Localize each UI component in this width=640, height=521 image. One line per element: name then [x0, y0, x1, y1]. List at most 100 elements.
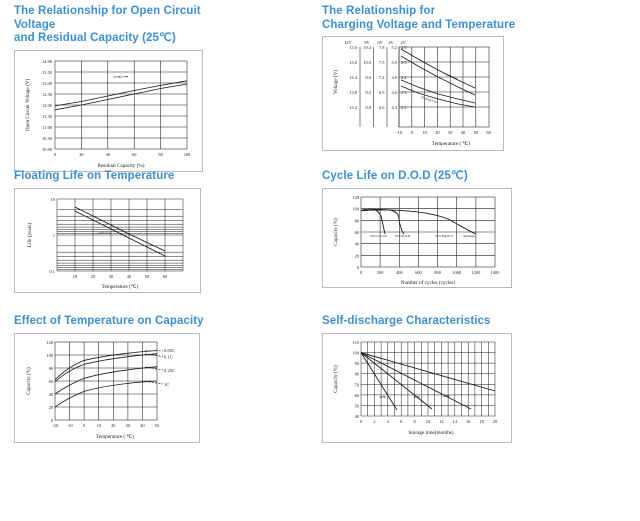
svg-text:4.4: 4.4 [392, 105, 398, 110]
svg-text:1400: 1400 [491, 270, 501, 275]
svg-text:5.2: 5.2 [392, 45, 398, 50]
voltage-axis-8v: 10.4 10.0 9.6 9.2 8.8 [363, 45, 371, 110]
svg-text:2.6: 2.6 [401, 45, 407, 50]
svg-text:13.50: 13.50 [42, 70, 53, 75]
svg-text:0.1: 0.1 [50, 269, 56, 274]
svg-text:40: 40 [49, 392, 54, 397]
svg-text:15.6: 15.6 [349, 45, 357, 50]
svg-text:30: 30 [448, 130, 453, 135]
y-axis-label: Capacity (%) [25, 366, 32, 394]
x-axis-label: Residual Capacity (%) [98, 162, 145, 169]
y-axis-ticks: 110 100 90 80 70 60 50 40 [352, 340, 359, 419]
svg-text:-20: -20 [52, 423, 59, 428]
svg-text:120: 120 [352, 195, 359, 200]
svg-text:0: 0 [360, 270, 363, 275]
panel-open-circuit-voltage: The Relationship for Open Circuit Voltag… [14, 5, 226, 172]
svg-text:30: 30 [109, 274, 114, 279]
svg-text:40℃: 40℃ [379, 395, 386, 399]
y-axis-ticks: 120 100 80 60 40 20 0 [46, 340, 53, 423]
svg-text:2: 2 [373, 419, 375, 424]
y-axis-ticks: 10 1 0.1 [50, 197, 56, 274]
chart-frame-open-circuit-voltage: 14.00 13.50 13.00 12.50 12.00 11.50 11.0… [14, 49, 203, 172]
svg-text:60: 60 [355, 230, 360, 235]
svg-text:9.2: 9.2 [366, 90, 372, 95]
y-axis-label: Voltage (V) [332, 70, 339, 95]
svg-text:20: 20 [111, 423, 116, 428]
svg-text:200: 200 [377, 270, 384, 275]
svg-text:14.4: 14.4 [349, 75, 357, 80]
svg-text:1000: 1000 [452, 270, 462, 275]
svg-text:2.2: 2.2 [401, 105, 407, 110]
svg-text:30: 30 [126, 423, 131, 428]
svg-text:50: 50 [474, 130, 479, 135]
svg-text:2.3: 2.3 [401, 90, 407, 95]
svg-text:60: 60 [49, 379, 54, 384]
x-axis-ticks: 0 20 40 60 80 100 [54, 152, 191, 157]
x-axis-label: Storage time(months) [408, 429, 453, 436]
legend: 0.05C 0.1C 0.25C 1C [164, 348, 175, 387]
chart-frame-floating-life-temperature: 10 1 0.1 10 20 30 40 50 60 Temperature (℃) L… [14, 187, 201, 293]
data-curves [54, 349, 158, 407]
svg-text:14.00: 14.00 [42, 59, 53, 64]
svg-text:-10: -10 [396, 130, 403, 135]
svg-text:2.5: 2.5 [401, 60, 407, 65]
panel-title-floating-life-temperature: Floating Life on Temperature [14, 170, 226, 184]
curve-labels: 100% D.O.D 50% D.O.D 30% Depth of discha… [370, 234, 476, 238]
svg-text:20℃: 20℃ [443, 394, 450, 398]
x-axis-label: Temperature (℃) [102, 283, 139, 290]
svg-text:0: 0 [411, 130, 414, 135]
svg-text:4.8: 4.8 [392, 75, 398, 80]
svg-text:0: 0 [83, 423, 86, 428]
y-axis-label: Open Circuit Voltage (V) [24, 78, 31, 131]
y-axis-ticks: 120 100 80 60 40 20 0 [352, 195, 359, 270]
svg-text:30℃: 30℃ [413, 395, 420, 399]
data-curves [400, 48, 476, 108]
chart-frame-cycle-life-dod: 120 100 80 60 40 20 0 0 200 400 600 800 1000… [322, 187, 512, 288]
svg-text:12V: 12V [344, 40, 352, 45]
svg-text:40: 40 [106, 152, 111, 157]
svg-text:10.50: 10.50 [42, 136, 53, 141]
svg-text:10.0: 10.0 [363, 60, 371, 65]
svg-text:0.1C: 0.1C [164, 354, 173, 359]
svg-text:9.6: 9.6 [366, 75, 372, 80]
x-axis-label: Temperature ( ℃) [96, 433, 134, 440]
svg-text:4.6: 4.6 [392, 90, 398, 95]
svg-text:40: 40 [140, 423, 145, 428]
svg-text:2V: 2V [400, 40, 406, 45]
panel-title-self-discharge: Self-discharge Characteristics [322, 315, 534, 329]
svg-text:10: 10 [51, 197, 56, 202]
title-line-1: The Relationship for [322, 5, 436, 17]
svg-text:60: 60 [163, 274, 168, 279]
svg-text:18: 18 [479, 419, 484, 424]
svg-text:13.2: 13.2 [349, 105, 357, 110]
voltage-axis-6v: 7.8 7.5 7.2 6.9 6.6 [379, 45, 385, 110]
svg-text:110: 110 [353, 340, 360, 345]
x-axis-label: Number of cycles (cycles) [401, 279, 456, 286]
svg-text:60: 60 [486, 130, 491, 135]
chart-frame-temperature-capacity: 120 100 80 60 40 20 0 -20 -10 0 10 20 30 40 5… [14, 332, 200, 443]
svg-text:10.4: 10.4 [363, 45, 371, 50]
svg-text:20: 20 [91, 274, 96, 279]
svg-text:7.8: 7.8 [379, 45, 385, 50]
svg-text:400: 400 [396, 270, 403, 275]
svg-text:12: 12 [439, 419, 443, 424]
panel-charging-voltage-temperature: The Relationship for Charging Voltage an… [322, 5, 534, 160]
svg-text:6.6: 6.6 [379, 105, 385, 110]
svg-text:10.00: 10.00 [42, 147, 53, 152]
svg-text:100: 100 [352, 206, 359, 211]
svg-text:0: 0 [360, 419, 363, 424]
svg-text:-10: -10 [67, 423, 74, 428]
svg-text:0.05C: 0.05C [164, 348, 175, 353]
curve-labels: 40℃ 30℃ 20℃ [379, 394, 450, 399]
svg-text:1200: 1200 [472, 270, 482, 275]
panel-cycle-life-dod: Cycle Life on D.O.D (25℃) [322, 170, 534, 300]
svg-text:600: 600 [415, 270, 422, 275]
svg-text:100: 100 [46, 353, 53, 358]
svg-text:50: 50 [145, 274, 150, 279]
svg-text:100: 100 [184, 152, 191, 157]
voltage-axis-4v: 5.2 5.0 4.8 4.6 4.4 [392, 45, 398, 110]
svg-text:6: 6 [400, 419, 403, 424]
svg-text:60: 60 [132, 152, 137, 157]
svg-text:13.00: 13.00 [42, 81, 53, 86]
